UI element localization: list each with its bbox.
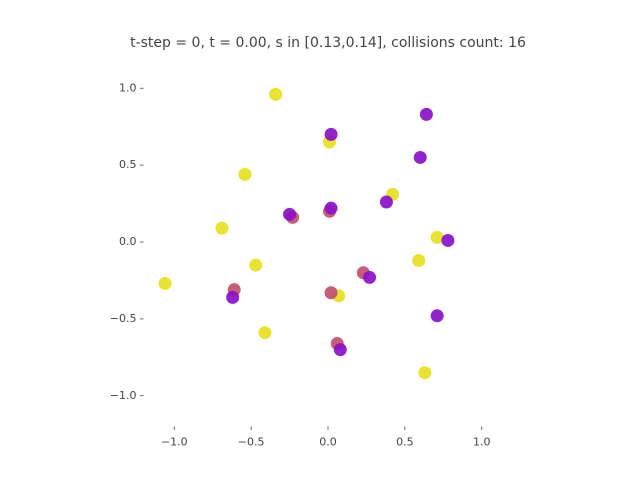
point	[412, 253, 426, 267]
point	[324, 127, 338, 141]
point	[269, 87, 283, 101]
point	[413, 150, 427, 164]
chart-title: t-step = 0, t = 0.00, s in [0.13,0.14], …	[130, 35, 526, 51]
point	[379, 195, 393, 209]
y-tick-label: 0.5	[119, 158, 137, 171]
point	[258, 326, 272, 340]
y-tick-label: −1.0	[110, 389, 137, 402]
point	[418, 366, 432, 380]
point	[324, 201, 338, 215]
x-tick-label: 0.0	[319, 436, 337, 449]
point	[430, 230, 444, 244]
point	[441, 233, 455, 247]
point	[283, 207, 297, 221]
point	[158, 277, 172, 291]
y-tick-label: 1.0	[119, 81, 137, 94]
y-tick-label: 0.0	[119, 235, 137, 248]
point	[363, 270, 377, 284]
point	[238, 167, 252, 181]
point	[249, 258, 263, 272]
point	[215, 221, 229, 235]
x-tick-label: 0.5	[396, 436, 414, 449]
x-tick-label: 1.0	[473, 436, 491, 449]
point	[324, 286, 338, 300]
point	[226, 290, 240, 304]
point	[430, 309, 444, 323]
point	[333, 343, 347, 357]
y-tick-label: −0.5	[110, 312, 137, 325]
x-tick-label: −1.0	[161, 436, 188, 449]
point	[419, 107, 433, 121]
x-tick-label: −0.5	[238, 436, 265, 449]
